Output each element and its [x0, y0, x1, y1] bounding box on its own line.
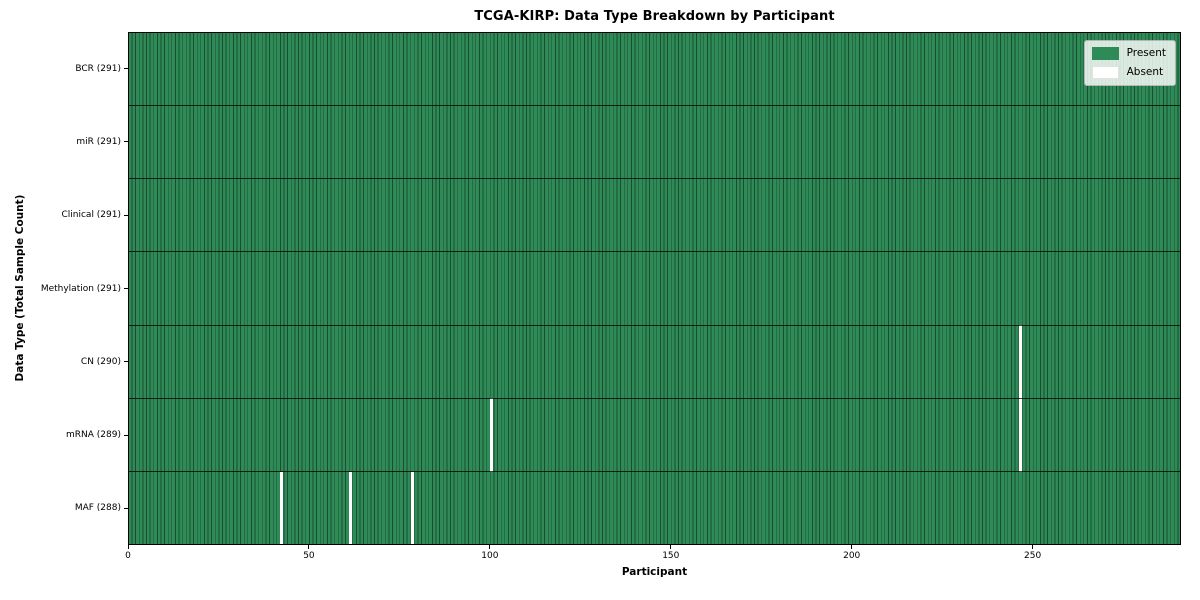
y-tick-mark: [124, 141, 128, 143]
legend: Present Absent: [1083, 40, 1176, 86]
row-separator: [128, 104, 1181, 106]
y-tick-label: MAF (288): [74, 503, 121, 514]
plot-border: [128, 32, 1181, 545]
y-tick-mark: [124, 288, 128, 289]
y-tick-label: BCR (291): [75, 63, 121, 74]
row-separator: [128, 397, 1181, 399]
x-axis-label: Participant: [621, 566, 688, 578]
x-tick-label: 250: [1024, 551, 1042, 561]
y-tick-mark: [124, 214, 128, 216]
chart-title: TCGA-KIRP: Data Type Breakdown by Partic…: [474, 9, 835, 24]
absent-cell-MAF: [349, 471, 353, 545]
y-tick-label: Clinical (291): [61, 210, 121, 221]
y-tick-label: miR (291): [76, 136, 121, 147]
absent-cell-MAF: [410, 471, 414, 545]
y-tick-label: CN (290): [80, 356, 121, 367]
y-tick-mark: [124, 507, 128, 509]
legend-swatch-present: [1091, 47, 1119, 60]
x-tick-mark: [127, 545, 129, 549]
row-separator: [128, 324, 1181, 326]
legend-label: Present: [1126, 47, 1166, 59]
x-tick-label: 150: [662, 551, 680, 561]
y-tick-label: Methylation (291): [40, 283, 121, 294]
x-tick-label: 0: [125, 551, 131, 561]
x-tick-label: 100: [481, 551, 499, 561]
x-tick-label: 200: [843, 551, 861, 561]
x-tick-mark: [670, 545, 672, 549]
y-tick-label: mRNA (289): [66, 430, 121, 441]
x-tick-mark: [308, 545, 310, 549]
legend-swatch-absent: [1091, 66, 1119, 79]
absent-cell-CN: [1018, 325, 1022, 399]
legend-label: Absent: [1126, 66, 1164, 78]
row-separator: [128, 178, 1181, 180]
absent-cell-mRNA: [490, 398, 494, 472]
y-tick-mark: [124, 361, 128, 363]
absent-cell-mRNA: [1018, 398, 1022, 472]
legend-entry: Present: [1091, 47, 1166, 60]
row-separator: [128, 251, 1181, 253]
y-tick-mark: [124, 68, 128, 70]
x-tick-label: 50: [303, 551, 315, 561]
x-tick-mark: [489, 545, 491, 549]
legend-entry: Absent: [1091, 66, 1166, 79]
row-separator: [128, 471, 1181, 473]
x-tick-mark: [851, 545, 853, 549]
plot-area: Present Absent: [128, 32, 1181, 545]
y-tick-mark: [124, 434, 128, 436]
x-tick-mark: [1032, 545, 1034, 549]
absent-cell-MAF: [280, 471, 284, 545]
